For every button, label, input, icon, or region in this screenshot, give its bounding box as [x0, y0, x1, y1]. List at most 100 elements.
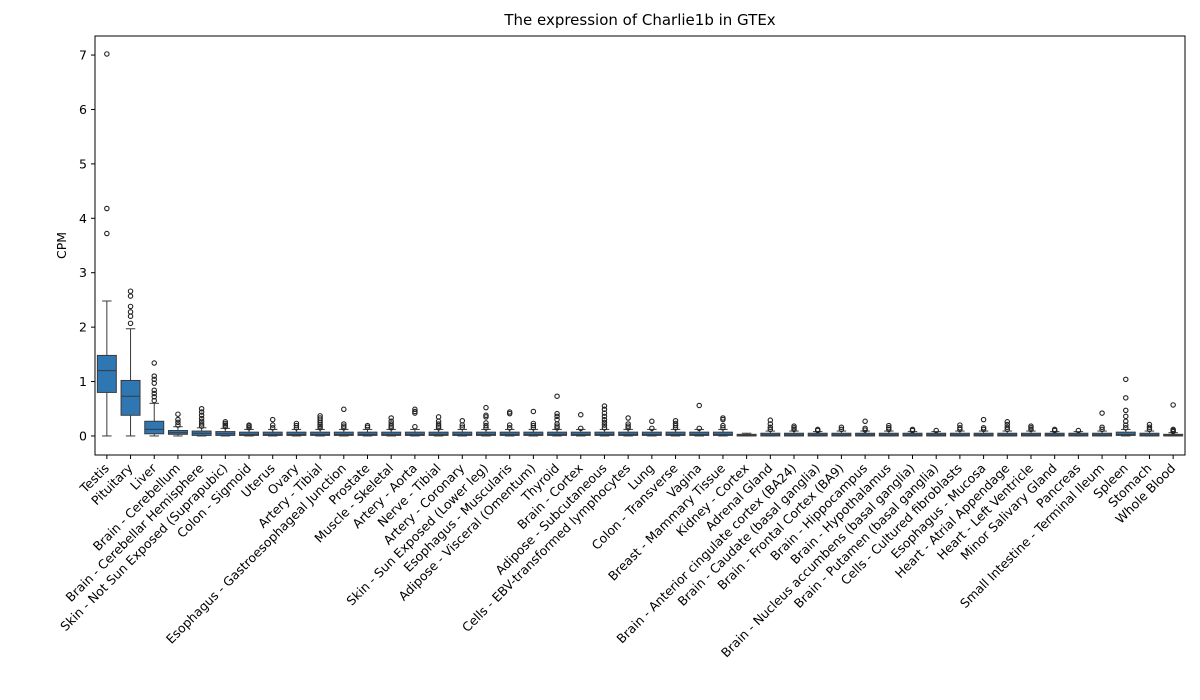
- outlier-point: [293, 422, 300, 429]
- box-38: [973, 416, 994, 437]
- outlier-point: [601, 416, 608, 423]
- chart-title: The expression of Charlie1b in GTEx: [504, 11, 776, 29]
- outlier-point: [151, 397, 157, 404]
- outlier-point: [672, 417, 679, 424]
- outlier-point: [1170, 402, 1176, 408]
- outlier-point: [1123, 407, 1129, 414]
- box-7: [239, 422, 259, 437]
- outlier-point: [767, 421, 774, 427]
- y-tick-label: 1: [79, 374, 87, 389]
- outlier-point: [127, 320, 134, 327]
- outlier-point: [838, 426, 845, 433]
- box-iqr: [286, 431, 307, 436]
- outlier-point: [269, 422, 276, 428]
- outlier-point: [1170, 426, 1176, 433]
- outlier-point: [127, 293, 134, 299]
- box-iqr: [144, 420, 165, 435]
- box-iqr: [499, 431, 520, 436]
- outlier-point: [862, 425, 868, 432]
- outlier-point: [1123, 422, 1129, 428]
- outlier-point: [1004, 419, 1011, 425]
- box-iqr: [404, 431, 425, 436]
- outlier-point: [175, 411, 181, 417]
- box-33: [855, 418, 876, 437]
- box-21: [570, 411, 591, 437]
- outlier-point: [364, 422, 371, 429]
- outlier-point: [435, 414, 442, 420]
- outlier-point: [601, 410, 608, 416]
- outlier-point: [554, 413, 560, 420]
- outlier-point: [269, 416, 276, 423]
- outlier-point: [838, 424, 845, 430]
- outlier-point: [1146, 424, 1153, 430]
- box-iqr: [1115, 431, 1136, 436]
- box-2: [120, 288, 141, 437]
- box-14: [404, 406, 425, 437]
- box-29: [760, 417, 781, 437]
- outlier-point: [151, 390, 157, 397]
- box-iqr: [523, 431, 544, 436]
- outlier-point: [1099, 410, 1105, 416]
- box-iqr: [262, 431, 283, 436]
- box-iqr: [641, 431, 662, 436]
- box-10: [310, 413, 331, 437]
- outlier-point: [151, 394, 157, 400]
- box-20: [547, 393, 568, 437]
- outlier-point: [412, 406, 418, 413]
- box-iqr: [310, 431, 331, 436]
- outlier-point: [1123, 425, 1129, 431]
- outlier-point: [293, 420, 300, 427]
- box-17: [476, 404, 496, 437]
- outlier-point: [767, 426, 774, 433]
- plot-area: [96, 51, 1184, 437]
- outlier-point: [980, 425, 987, 431]
- outlier-point: [814, 426, 821, 433]
- outlier-point: [720, 425, 726, 431]
- outlier-point: [246, 422, 252, 428]
- outlier-point: [483, 422, 489, 429]
- box-23: [618, 415, 639, 437]
- outlier-point: [151, 360, 157, 366]
- y-tick-label: 2: [79, 320, 87, 335]
- box-39: [997, 419, 1018, 437]
- outlier-point: [530, 408, 537, 415]
- outlier-point: [1004, 421, 1011, 428]
- box-iqr: [120, 379, 141, 416]
- outlier-point: [506, 409, 513, 415]
- box-iqr: [712, 431, 733, 436]
- outlier-point: [198, 415, 205, 422]
- box-25: [665, 417, 686, 437]
- outlier-point: [1028, 423, 1034, 429]
- outlier-point: [767, 417, 774, 423]
- outlier-point: [459, 424, 466, 430]
- outlier-point: [909, 426, 916, 433]
- box-iqr: [570, 431, 591, 436]
- outlier-point: [1123, 395, 1129, 401]
- outlier-point: [601, 403, 608, 409]
- outlier-point: [483, 412, 489, 419]
- outlier-point: [127, 288, 134, 294]
- y-tick-label: 3: [79, 265, 87, 280]
- outlier-point: [696, 402, 702, 409]
- outlier-point: [1075, 427, 1082, 434]
- outlier-point: [554, 416, 560, 423]
- outlier-point: [151, 376, 157, 383]
- box-8: [262, 416, 283, 437]
- box-15: [428, 414, 449, 437]
- outlier-point: [175, 422, 181, 428]
- box-45: [1139, 421, 1160, 437]
- outlier-point: [198, 409, 205, 415]
- box-30: [784, 423, 804, 437]
- outlier-point: [720, 415, 726, 421]
- y-axis-label: CPM: [54, 232, 69, 259]
- box-4: [167, 411, 188, 437]
- outlier-point: [104, 51, 110, 57]
- box-iqr: [239, 431, 259, 436]
- outlier-point: [412, 423, 418, 430]
- box-iqr: [357, 431, 378, 436]
- outlier-point: [1099, 424, 1105, 430]
- box-5: [191, 405, 212, 437]
